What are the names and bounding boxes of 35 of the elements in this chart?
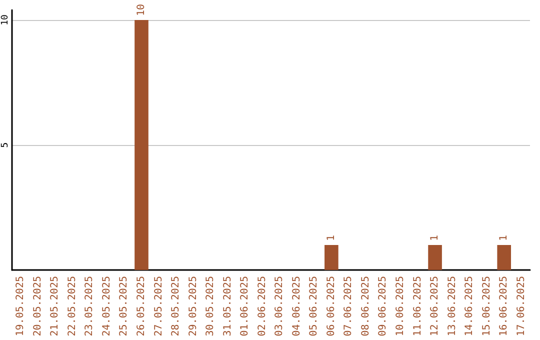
x-tick-label: 23.05.2025 <box>84 276 96 336</box>
data-label: 10 <box>136 4 147 16</box>
x-tick-label: 15.06.2025 <box>481 276 492 336</box>
data-label: 1 <box>326 234 337 241</box>
x-tick-label: 26.05.2025 <box>136 276 147 336</box>
x-tick-label: 30.05.2025 <box>205 276 216 336</box>
x-tick-label: 12.06.2025 <box>430 276 441 336</box>
x-tick-label: 20.05.2025 <box>32 276 44 336</box>
x-tick-label: 28.05.2025 <box>170 276 182 336</box>
x-tick-label: 01.06.2025 <box>240 276 251 336</box>
x-tick-label: 07.06.2025 <box>343 276 354 336</box>
x-tick-label: 09.06.2025 <box>378 276 389 336</box>
x-tick-label: 22.05.2025 <box>66 276 78 336</box>
x-tick-label: 13.06.2025 <box>446 276 458 336</box>
x-tick-label: 31.05.2025 <box>222 276 234 336</box>
x-tick-label: 08.06.2025 <box>360 276 372 336</box>
x-tick-label: 04.06.2025 <box>291 276 302 336</box>
x-tick-label: 06.06.2025 <box>326 276 337 336</box>
data-label: 1 <box>430 234 441 241</box>
x-tick-label: 29.05.2025 <box>188 276 199 336</box>
y-tick-label: 5 <box>0 142 10 148</box>
x-tick-label: 17.06.2025 <box>516 276 527 336</box>
x-tick-label: 05.06.2025 <box>308 276 320 336</box>
x-tick-label: 14.06.2025 <box>464 276 476 336</box>
x-tick-label: 02.06.2025 <box>256 276 268 336</box>
x-tick-label: 10.06.2025 <box>395 276 406 336</box>
x-tick-label: 21.05.2025 <box>50 276 61 336</box>
x-tick-label: 19.05.2025 <box>15 276 26 336</box>
x-tick-label: 03.06.2025 <box>274 276 286 336</box>
x-tick-label: 11.06.2025 <box>412 276 424 336</box>
x-tick-label: 24.05.2025 <box>101 276 112 336</box>
x-tick-label: 27.05.2025 <box>153 276 164 336</box>
data-label: 1 <box>498 234 510 241</box>
x-tick-label: 16.06.2025 <box>498 276 510 336</box>
x-tick-label: 25.05.2025 <box>118 276 130 336</box>
